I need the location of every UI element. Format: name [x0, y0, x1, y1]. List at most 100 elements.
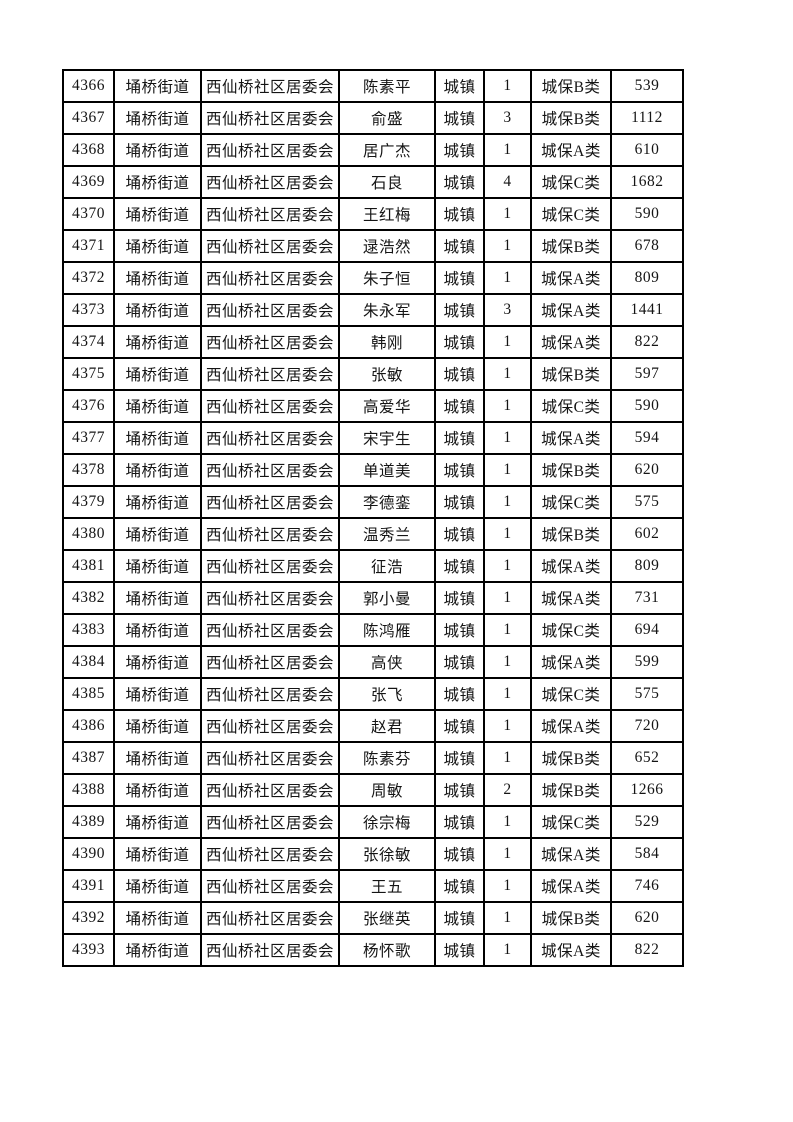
cell-street: 埇桥街道 [113, 485, 202, 519]
cell-residence-type: 城镇 [434, 69, 485, 103]
cell-insurance-category: 城保A类 [530, 933, 612, 967]
cell-insurance-category: 城保A类 [530, 549, 612, 583]
cell-person-count: 1 [483, 485, 532, 519]
cell-street: 埇桥街道 [113, 325, 202, 359]
cell-person-count: 3 [483, 293, 532, 327]
cell-street: 埇桥街道 [113, 69, 202, 103]
cell-community: 西仙桥社区居委会 [200, 389, 340, 423]
cell-person-name: 朱子恒 [338, 261, 436, 295]
cell-street: 埇桥街道 [113, 357, 202, 391]
cell-person-name: 高侠 [338, 645, 436, 679]
cell-street: 埇桥街道 [113, 261, 202, 295]
cell-insurance-category: 城保C类 [530, 805, 612, 839]
cell-residence-type: 城镇 [434, 389, 485, 423]
cell-community: 西仙桥社区居委会 [200, 453, 340, 487]
cell-residence-type: 城镇 [434, 293, 485, 327]
cell-street: 埇桥街道 [113, 645, 202, 679]
table-row: 4371 埇桥街道 西仙桥社区居委会 逯浩然 城镇 1 城保B类 678 [62, 229, 684, 263]
cell-street: 埇桥街道 [113, 101, 202, 135]
cell-insurance-category: 城保B类 [530, 453, 612, 487]
table-row: 4387 埇桥街道 西仙桥社区居委会 陈素芬 城镇 1 城保B类 652 [62, 741, 684, 775]
cell-serial-number: 4377 [62, 421, 115, 455]
cell-street: 埇桥街道 [113, 517, 202, 551]
cell-residence-type: 城镇 [434, 229, 485, 263]
cell-serial-number: 4392 [62, 901, 115, 935]
cell-person-name: 陈素芬 [338, 741, 436, 775]
cell-residence-type: 城镇 [434, 613, 485, 647]
cell-insurance-category: 城保A类 [530, 325, 612, 359]
cell-residence-type: 城镇 [434, 805, 485, 839]
cell-community: 西仙桥社区居委会 [200, 645, 340, 679]
table-row: 4366 埇桥街道 西仙桥社区居委会 陈素平 城镇 1 城保B类 539 [62, 69, 684, 103]
cell-serial-number: 4391 [62, 869, 115, 903]
cell-person-name: 王五 [338, 869, 436, 903]
cell-community: 西仙桥社区居委会 [200, 101, 340, 135]
cell-residence-type: 城镇 [434, 421, 485, 455]
cell-serial-number: 4375 [62, 357, 115, 391]
cell-person-count: 1 [483, 421, 532, 455]
cell-residence-type: 城镇 [434, 197, 485, 231]
cell-serial-number: 4382 [62, 581, 115, 615]
cell-person-name: 徐宗梅 [338, 805, 436, 839]
cell-residence-type: 城镇 [434, 517, 485, 551]
cell-person-name: 郭小曼 [338, 581, 436, 615]
cell-amount: 1112 [610, 101, 684, 135]
cell-serial-number: 4380 [62, 517, 115, 551]
cell-insurance-category: 城保B类 [530, 101, 612, 135]
cell-person-name: 宋宇生 [338, 421, 436, 455]
cell-community: 西仙桥社区居委会 [200, 357, 340, 391]
cell-street: 埇桥街道 [113, 581, 202, 615]
cell-amount: 590 [610, 197, 684, 231]
cell-community: 西仙桥社区居委会 [200, 805, 340, 839]
cell-street: 埇桥街道 [113, 549, 202, 583]
cell-person-count: 4 [483, 165, 532, 199]
table-row: 4372 埇桥街道 西仙桥社区居委会 朱子恒 城镇 1 城保A类 809 [62, 261, 684, 295]
cell-residence-type: 城镇 [434, 869, 485, 903]
cell-residence-type: 城镇 [434, 101, 485, 135]
cell-person-count: 3 [483, 101, 532, 135]
cell-person-count: 1 [483, 837, 532, 871]
cell-insurance-category: 城保A类 [530, 581, 612, 615]
cell-amount: 602 [610, 517, 684, 551]
cell-residence-type: 城镇 [434, 645, 485, 679]
table-row: 4389 埇桥街道 西仙桥社区居委会 徐宗梅 城镇 1 城保C类 529 [62, 805, 684, 839]
cell-person-name: 张飞 [338, 677, 436, 711]
cell-person-count: 1 [483, 261, 532, 295]
cell-serial-number: 4389 [62, 805, 115, 839]
cell-community: 西仙桥社区居委会 [200, 773, 340, 807]
cell-community: 西仙桥社区居委会 [200, 69, 340, 103]
cell-amount: 822 [610, 325, 684, 359]
cell-street: 埇桥街道 [113, 293, 202, 327]
cell-amount: 809 [610, 261, 684, 295]
cell-insurance-category: 城保A类 [530, 421, 612, 455]
cell-serial-number: 4383 [62, 613, 115, 647]
residents-subsidy-table: 4366 埇桥街道 西仙桥社区居委会 陈素平 城镇 1 城保B类 539 4367 埇桥街道 西仙桥… [62, 69, 684, 967]
cell-person-name: 杨怀歌 [338, 933, 436, 967]
cell-serial-number: 4370 [62, 197, 115, 231]
cell-residence-type: 城镇 [434, 453, 485, 487]
cell-amount: 610 [610, 133, 684, 167]
cell-residence-type: 城镇 [434, 901, 485, 935]
cell-residence-type: 城镇 [434, 709, 485, 743]
cell-insurance-category: 城保C类 [530, 389, 612, 423]
cell-community: 西仙桥社区居委会 [200, 837, 340, 871]
cell-person-count: 1 [483, 357, 532, 391]
cell-person-name: 征浩 [338, 549, 436, 583]
cell-person-name: 王红梅 [338, 197, 436, 231]
cell-residence-type: 城镇 [434, 165, 485, 199]
cell-person-count: 1 [483, 325, 532, 359]
cell-serial-number: 4379 [62, 485, 115, 519]
cell-insurance-category: 城保C类 [530, 165, 612, 199]
cell-person-name: 朱永军 [338, 293, 436, 327]
cell-person-count: 1 [483, 517, 532, 551]
cell-person-count: 1 [483, 549, 532, 583]
cell-street: 埇桥街道 [113, 165, 202, 199]
cell-insurance-category: 城保B类 [530, 517, 612, 551]
cell-person-name: 居广杰 [338, 133, 436, 167]
cell-person-name: 张敏 [338, 357, 436, 391]
cell-street: 埇桥街道 [113, 837, 202, 871]
cell-person-count: 1 [483, 677, 532, 711]
cell-person-name: 张继英 [338, 901, 436, 935]
cell-person-name: 张徐敏 [338, 837, 436, 871]
